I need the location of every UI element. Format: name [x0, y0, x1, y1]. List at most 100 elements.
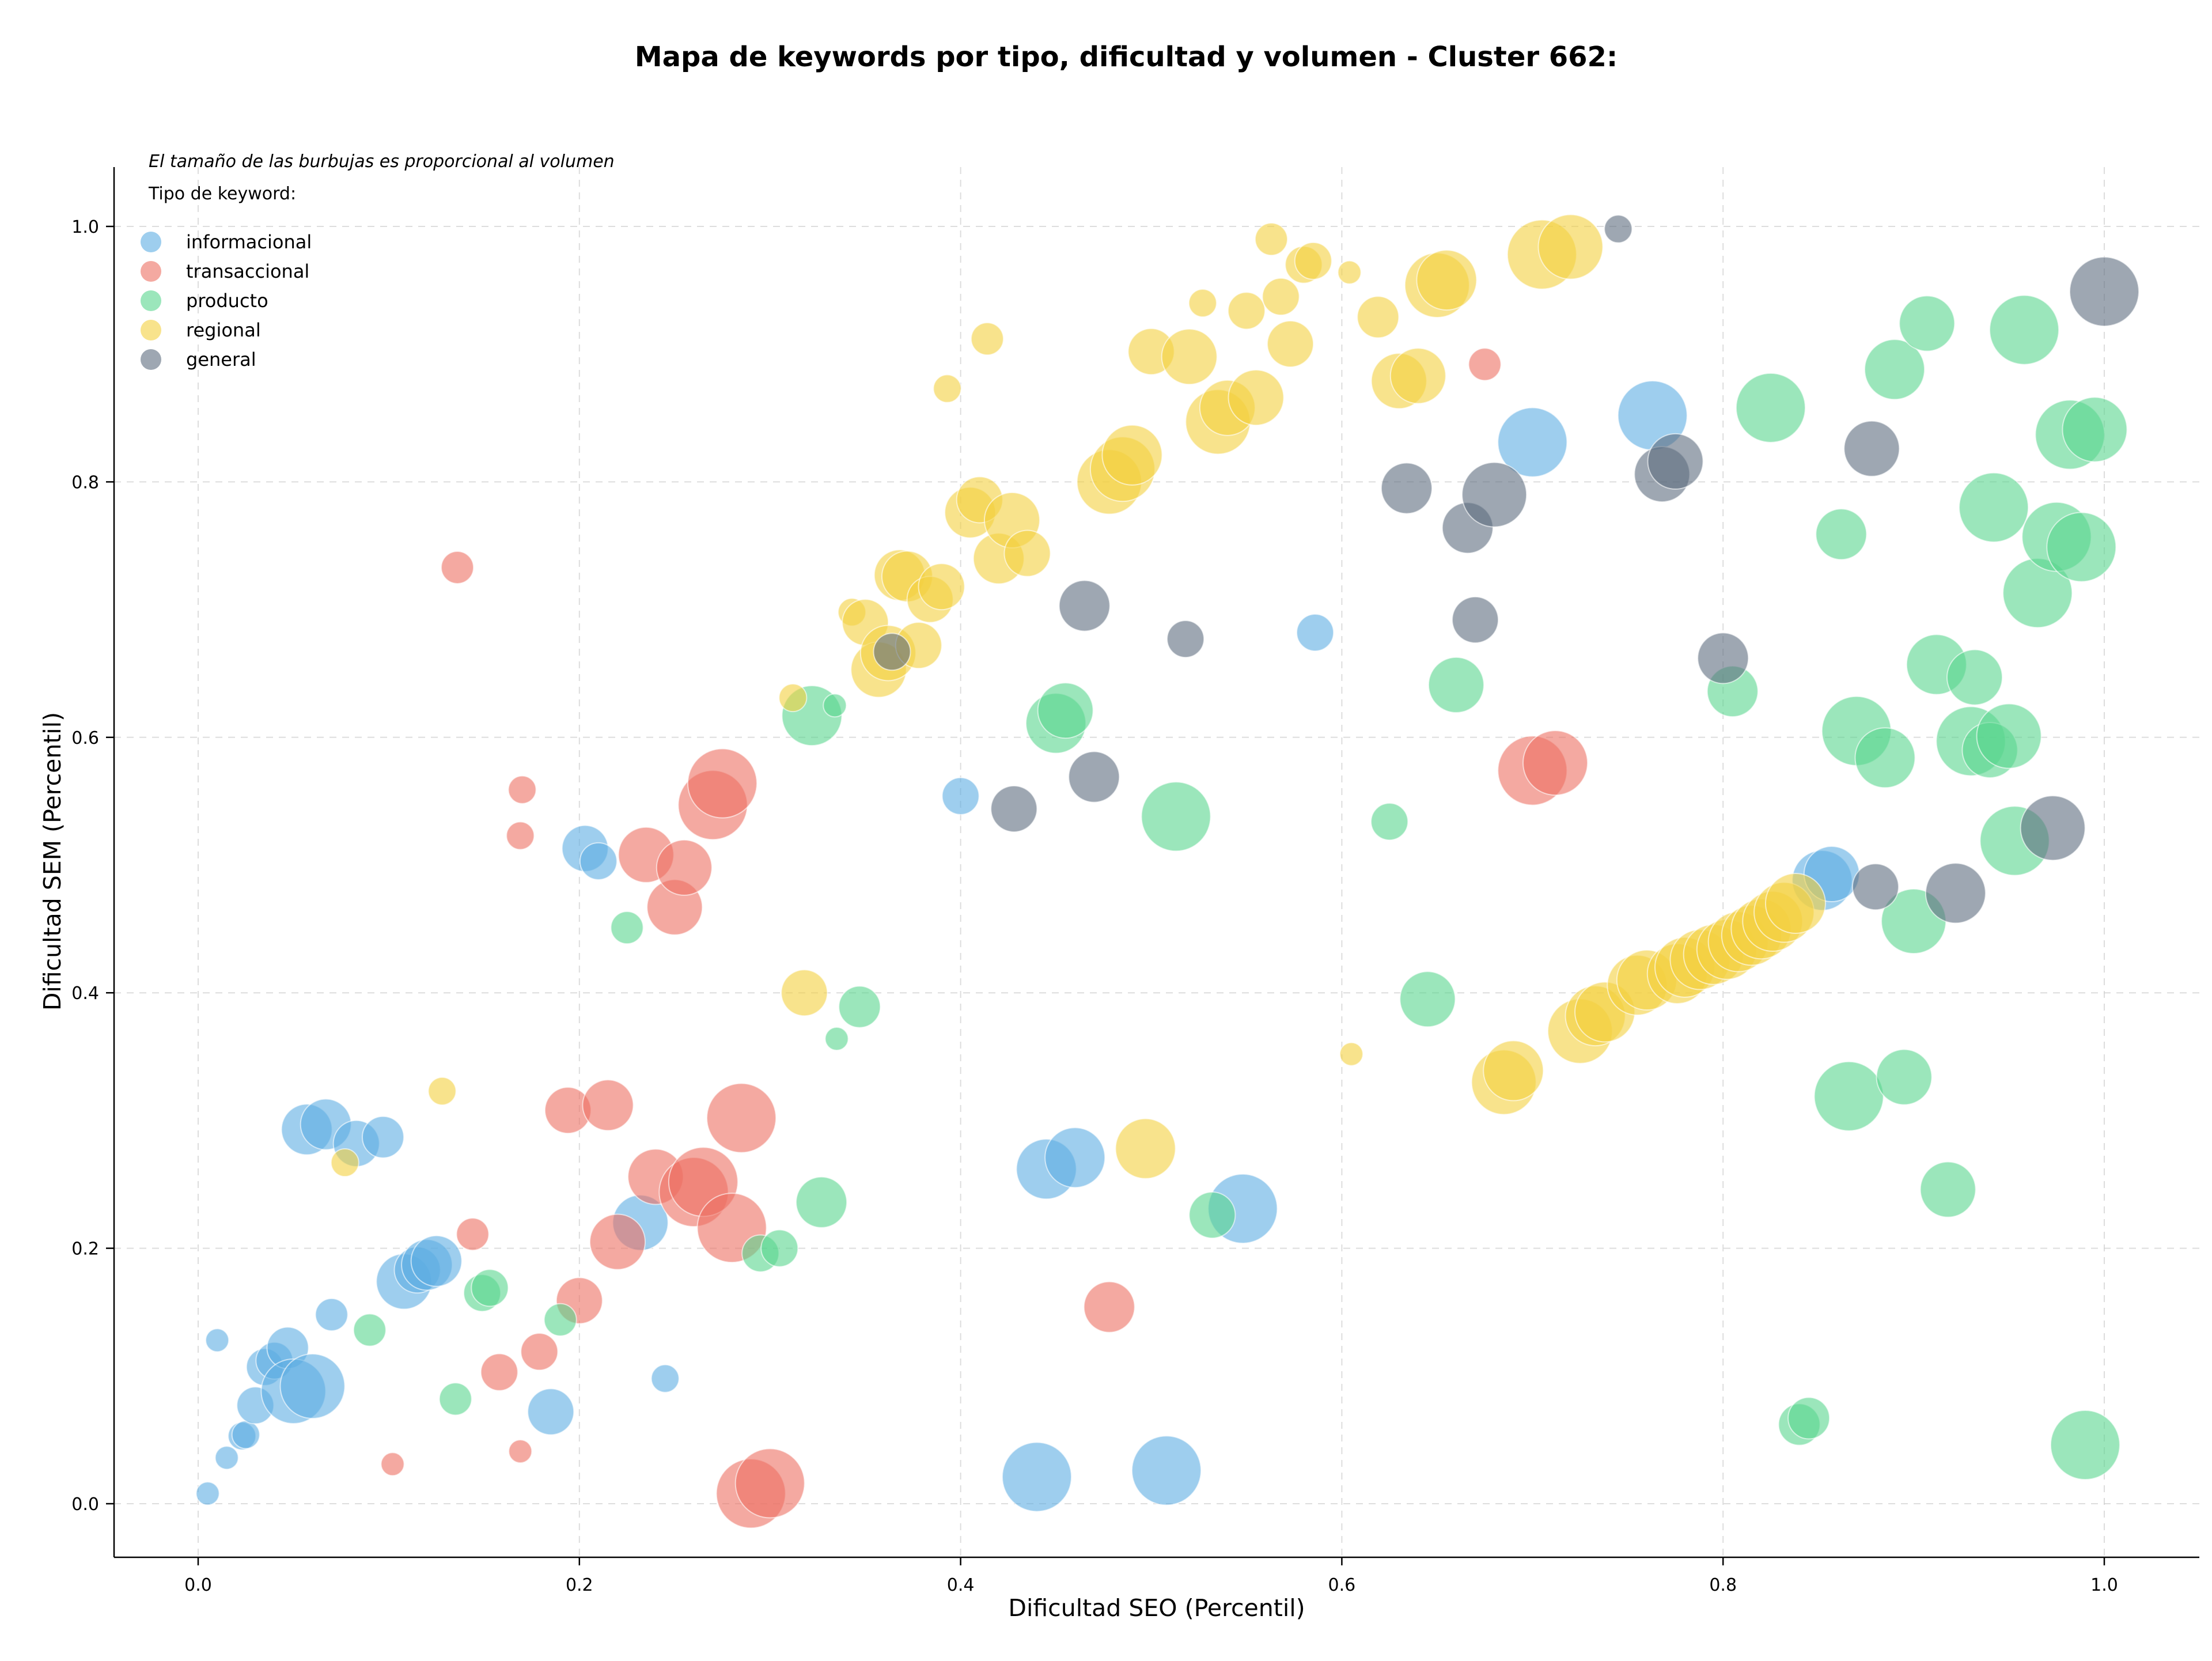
producto-bubble: [1876, 1049, 1933, 1106]
regional-bubble: [1267, 320, 1315, 368]
producto-bubble: [438, 1382, 472, 1416]
transaccional-bubble: [441, 550, 475, 584]
informacional-bubble: [1131, 1435, 1202, 1506]
y-axis-label: Dificultad SEM (Percentil): [39, 712, 66, 1011]
legend: informacional transaccional producto region…: [141, 231, 312, 370]
transaccional-bubble: [480, 1353, 518, 1391]
general-bubble: [1697, 632, 1749, 684]
legend-label-regional: regional: [186, 319, 261, 341]
regional-bubble: [1228, 369, 1285, 426]
regional-bubble: [933, 374, 962, 403]
general-bubble: [1843, 420, 1900, 477]
regional-bubble: [330, 1148, 359, 1178]
legend-marker-transaccional: [141, 261, 161, 282]
producto-bubble: [1946, 649, 2003, 706]
regional-bubble: [1262, 277, 1300, 316]
informacional-bubble: [941, 777, 980, 815]
legend-marker-general: [141, 349, 161, 370]
informacional-bubble: [315, 1297, 349, 1331]
legend-title: Tipo de keyword:: [148, 184, 296, 204]
producto-bubble: [1787, 1397, 1831, 1440]
general-bubble: [1068, 751, 1120, 803]
regional-bubble: [1115, 1118, 1176, 1179]
x-tick-label: 1.0: [2090, 1575, 2118, 1595]
informacional-bubble: [527, 1388, 575, 1436]
producto-bubble: [2046, 512, 2117, 582]
y-tick-label: 0.4: [71, 983, 99, 1004]
transaccional-bubble: [734, 1448, 805, 1519]
producto-bubble: [1899, 295, 1956, 352]
transaccional-bubble: [589, 1213, 646, 1270]
general-bubble: [1166, 620, 1205, 659]
producto-bubble: [1815, 508, 1868, 561]
regional-bubble: [427, 1076, 457, 1106]
producto-bubble: [1854, 727, 1916, 789]
producto-bubble: [1037, 682, 1094, 739]
transaccional-bubble: [508, 1439, 533, 1464]
general-bubble: [1647, 433, 1704, 490]
regional-bubble: [1254, 222, 1288, 256]
producto-bubble: [2050, 1410, 2120, 1481]
informacional-bubble: [579, 842, 618, 880]
producto-bubble: [1959, 472, 2029, 543]
y-tick-label: 0.2: [71, 1239, 99, 1259]
transaccional-bubble: [520, 1333, 559, 1371]
transaccional-bubble: [687, 748, 757, 819]
axes: 0.0 0.2 0.4 0.6 0.8 1.0 0.0 0.2 0.4 0.6 0.8 1.0: [71, 167, 2199, 1595]
producto-bubble: [1813, 1061, 1884, 1132]
producto-bubble: [1989, 294, 2060, 365]
regional-bubble: [1537, 214, 1604, 280]
producto-bubble: [838, 985, 881, 1028]
x-tick-label: 0.2: [566, 1575, 593, 1595]
general-bubble: [1604, 214, 1633, 244]
producto-bubble: [543, 1303, 577, 1337]
transaccional-bubble: [706, 1083, 777, 1153]
informacional-bubble: [1497, 407, 1568, 478]
producto-bubble: [823, 693, 847, 718]
x-axis-label: Dificultad SEO (Percentil): [1008, 1594, 1305, 1622]
regional-bubble: [1227, 292, 1266, 330]
regional-bubble: [1389, 347, 1446, 404]
y-tick-label: 0.0: [71, 1494, 99, 1515]
transaccional-bubble: [456, 1217, 490, 1251]
producto-bubble: [1399, 971, 1456, 1028]
informacional-bubble: [1296, 614, 1335, 652]
legend-label-informacional: informacional: [186, 231, 312, 253]
legend-marker-informacional: [141, 232, 161, 252]
regional-bubble: [781, 969, 828, 1017]
y-tick-label: 1.0: [71, 217, 99, 237]
informacional-bubble: [410, 1235, 463, 1287]
general-bubble: [1380, 462, 1433, 514]
producto-bubble: [796, 1176, 848, 1228]
regional-bubble: [1357, 296, 1400, 339]
producto-bubble: [1370, 803, 1409, 841]
transaccional-bubble: [582, 1079, 634, 1132]
x-tick-label: 0.0: [184, 1575, 212, 1595]
producto-bubble: [1919, 1161, 1976, 1218]
regional-bubble: [1101, 424, 1163, 486]
informacional-bubble: [214, 1446, 239, 1470]
informacional-bubble: [231, 1420, 260, 1450]
regional-bubble: [1161, 328, 1218, 385]
general-bubble: [1058, 580, 1111, 632]
producto-bubble: [1976, 703, 2042, 769]
producto-bubble: [760, 1229, 799, 1267]
transaccional-bubble: [506, 821, 535, 850]
transaccional-bubble: [1083, 1281, 1135, 1333]
producto-bubble: [1188, 1191, 1236, 1239]
producto-bubble: [353, 1313, 387, 1347]
general-bubble: [873, 633, 911, 671]
informacional-bubble: [1001, 1441, 1072, 1512]
producto-bubble: [824, 1027, 849, 1051]
regional-bubble: [1337, 260, 1362, 285]
y-tick-label: 0.8: [71, 472, 99, 493]
bubble-points: [195, 214, 2139, 1529]
bubble-size-note: El tamaño de las burbujas es proporciona…: [149, 152, 615, 172]
informacional-bubble: [205, 1328, 230, 1353]
regional-bubble: [918, 563, 965, 611]
transaccional-bubble: [656, 839, 713, 896]
regional-bubble: [778, 683, 808, 713]
chart-title: Mapa de keywords por tipo, dificultad y …: [635, 41, 1618, 73]
